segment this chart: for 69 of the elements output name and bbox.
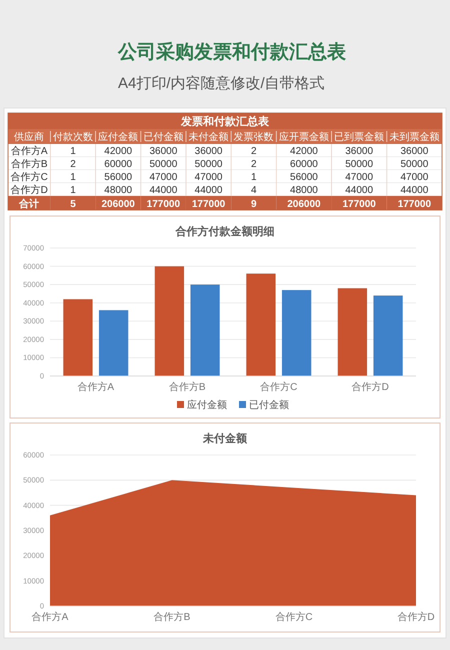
column-header: 未到票金额	[389, 132, 440, 143]
column-header: 供应商	[14, 132, 44, 143]
cell-value: 177000	[146, 199, 180, 210]
x-tick: 合作方D	[397, 612, 435, 623]
cell-value: 47000	[345, 172, 374, 183]
row-header: 合作方A	[10, 146, 48, 157]
cell-value: 36000	[400, 146, 428, 157]
row-header: 合作方D	[10, 185, 48, 196]
subtitle: A4打印/内容随意修改/自带格式	[118, 75, 325, 92]
title: 公司采购发票和付款汇总表	[118, 42, 346, 63]
x-tick: 合作方A	[32, 612, 68, 623]
row-header: 合作方B	[10, 159, 48, 170]
cell-value: 44000	[149, 185, 178, 196]
cell-value: 47000	[400, 172, 428, 183]
x-tick: 合作方B	[168, 382, 206, 393]
x-tick: 合作方A	[77, 382, 114, 393]
cell-value: 1	[70, 172, 76, 183]
cell-value: 177000	[192, 199, 226, 210]
cell-value: 44000	[345, 185, 374, 196]
cell-value: 36000	[149, 146, 178, 157]
cell-value: 50000	[149, 159, 178, 170]
x-tick: 合作方B	[154, 612, 190, 623]
cell-value: 47000	[149, 172, 178, 183]
cell-value: 56000	[290, 172, 318, 183]
cell-value: 36000	[345, 146, 374, 157]
column-header: 发票张数	[234, 132, 274, 143]
chart-title: 未付金额	[203, 433, 247, 445]
cell-value: 177000	[398, 199, 432, 210]
cell-value: 56000	[104, 172, 132, 183]
x-tick: 合作方C	[275, 612, 313, 623]
legend-label: 应付金额	[187, 400, 227, 411]
cell-value: 1	[70, 185, 76, 196]
cell-value: 60000	[290, 159, 318, 170]
x-tick: 合作方D	[352, 382, 389, 393]
cell-value: 1	[250, 172, 257, 183]
cell-value: 206000	[287, 199, 321, 210]
cell-value: 60000	[104, 159, 132, 170]
cell-value: 48000	[104, 185, 132, 196]
column-header: 付款次数	[53, 132, 93, 143]
cell-value: 4	[250, 185, 257, 196]
cell-value: 44000	[400, 185, 428, 196]
table-title: 发票和付款汇总表	[181, 116, 269, 128]
column-header: 未付金额	[188, 132, 229, 143]
cell-value: 2	[250, 159, 257, 170]
cell-value: 42000	[104, 146, 132, 157]
cell-value: 2	[250, 146, 257, 157]
cell-value: 1	[70, 146, 76, 157]
row-header: 合作方C	[10, 172, 48, 183]
cell-value: 50000	[400, 159, 428, 170]
column-header: 应开票金额	[278, 132, 329, 143]
row-header: 合计	[19, 199, 40, 210]
chart-title: 合作方付款金额明细	[176, 226, 274, 238]
cell-value: 177000	[342, 199, 376, 210]
cell-value: 44000	[194, 185, 222, 196]
cell-value: 50000	[345, 159, 374, 170]
cell-value: 9	[250, 199, 257, 210]
cell-value: 206000	[102, 199, 135, 210]
cell-value: 2	[70, 159, 76, 170]
cell-value: 48000	[290, 185, 318, 196]
column-header: 已付金额	[143, 132, 184, 143]
column-header: 应付金额	[98, 132, 138, 143]
cell-value: 36000	[194, 146, 222, 157]
cell-value: 50000	[194, 159, 222, 170]
legend-label: 已付金额	[249, 400, 289, 411]
cell-value: 5	[70, 199, 76, 210]
column-header: 已到票金额	[334, 132, 384, 143]
x-tick: 合作方C	[260, 382, 298, 393]
cell-value: 47000	[194, 172, 222, 183]
cell-value: 42000	[290, 146, 318, 157]
